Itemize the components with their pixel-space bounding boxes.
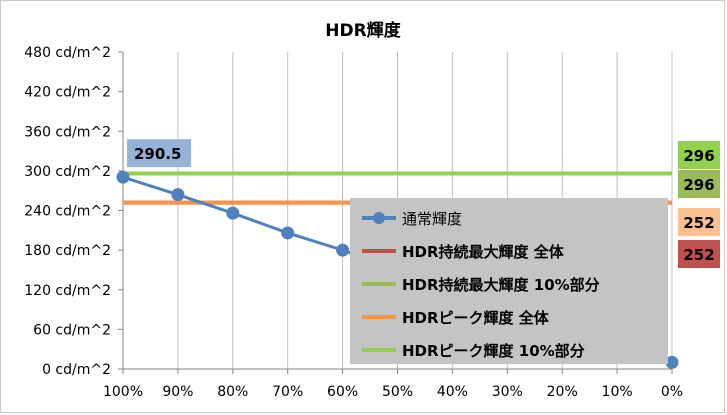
legend-entry: HDR持続最大輝度 全体 — [402, 243, 565, 261]
data-point — [116, 170, 130, 184]
data-point — [171, 188, 185, 202]
y-tick-label: 120 cd/m^2 — [24, 283, 111, 299]
data-label: 252 — [683, 246, 714, 264]
axes: 0 cd/m^2 60 cd/m^2 120 cd/m^2 180 cd/m^2 240… — [24, 45, 683, 400]
data-label-bg — [678, 170, 720, 198]
y-tick-label: 420 cd/m^2 — [24, 85, 111, 101]
data-point — [336, 243, 350, 257]
chart-title: HDR輝度 — [325, 20, 401, 41]
data-labels: 290.5 296 296 252 252 — [127, 139, 720, 268]
x-tick-label: 50% — [382, 384, 413, 400]
x-tick-label: 0% — [661, 384, 683, 400]
x-tick-label: 60% — [327, 384, 358, 400]
x-tick-label: 20% — [547, 384, 578, 400]
y-tick-label: 300 cd/m^2 — [24, 164, 111, 180]
data-label: 290.5 — [134, 145, 181, 163]
data-point — [226, 206, 240, 220]
data-label: 296 — [683, 147, 714, 165]
legend-entry: HDR持続最大輝度 10%部分 — [402, 276, 600, 294]
y-tick-label: 360 cd/m^2 — [24, 124, 111, 140]
legend: 通常輝度 HDR持続最大輝度 全体 HDR持続最大輝度 10%部分 HDRピーク輝度 … — [350, 198, 668, 364]
legend-entry: 通常輝度 — [402, 210, 462, 228]
y-tick-label: 180 cd/m^2 — [24, 243, 111, 259]
x-tick-label: 30% — [492, 384, 523, 400]
x-tick-label: 80% — [217, 384, 248, 400]
data-label-bg — [678, 240, 720, 268]
legend-entry: HDRピーク輝度 10%部分 — [402, 342, 585, 360]
x-tick-label: 100% — [103, 384, 143, 400]
x-tick-label: 90% — [162, 384, 193, 400]
legend-box — [350, 198, 668, 364]
y-tick-label: 60 cd/m^2 — [33, 322, 111, 338]
data-label: 296 — [683, 176, 714, 194]
data-label-bg — [678, 141, 720, 169]
data-label: 252 — [683, 214, 714, 232]
x-tick-label: 70% — [272, 384, 303, 400]
data-label-bg — [127, 139, 191, 168]
legend-entry: HDRピーク輝度 全体 — [402, 309, 550, 327]
y-tick-label: 480 cd/m^2 — [24, 45, 111, 61]
legend-marker — [373, 212, 385, 224]
x-tick-label: 10% — [602, 384, 633, 400]
data-point — [281, 226, 295, 240]
y-tick-label: 240 cd/m^2 — [24, 204, 111, 220]
data-label-bg — [678, 208, 720, 236]
y-tick-label: 0 cd/m^2 — [42, 362, 111, 378]
x-tick-label: 40% — [437, 384, 468, 400]
